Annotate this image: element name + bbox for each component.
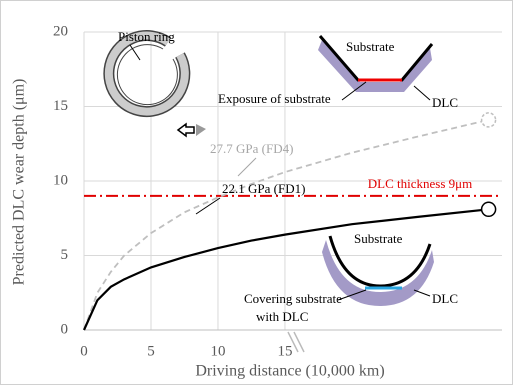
annotation: DLC (432, 291, 458, 306)
annotation: Substrate (354, 231, 403, 246)
leader (337, 289, 367, 301)
annotation: Exposure of substrate (218, 91, 331, 106)
y-tick-label: 10 (53, 172, 68, 188)
leader (195, 197, 221, 215)
exposure-icon (318, 35, 434, 92)
x-axis-title: Driving distance (10,000 km) (195, 363, 384, 380)
covering-icon (322, 235, 434, 306)
end-marker (480, 112, 497, 128)
piston-ring-icon (103, 30, 206, 138)
series-label: 27.7 GPa (FD4) (210, 141, 293, 156)
y-axis-title: Predicted DLC wear depth (μm) (11, 79, 28, 286)
series-line (83, 119, 489, 331)
annotation: Substrate (346, 39, 395, 54)
x-tick-label: 10 (210, 343, 225, 359)
annotation: with DLC (256, 309, 308, 324)
leader (129, 44, 141, 61)
axis-break (287, 331, 305, 353)
annotation: DLC (432, 95, 458, 110)
x-tick-label: 15 (277, 343, 292, 359)
annotation: Piston ring (118, 29, 175, 44)
leader (413, 85, 431, 101)
threshold-label: DLC thickness 9μm (368, 176, 472, 191)
leader (341, 81, 367, 101)
leader (413, 289, 431, 297)
plot: DLC thickness 9μm (82, 112, 502, 331)
y-tick-label: 20 (53, 23, 68, 39)
y-tick-label: 0 (61, 321, 69, 337)
end-marker (480, 201, 497, 218)
series-label: 22.1 GPa (FD1) (222, 181, 305, 196)
grid (83, 31, 502, 331)
x-tick-label: 0 (80, 343, 88, 359)
y-tick-label: 15 (53, 98, 68, 114)
leader (237, 157, 257, 177)
y-tick-label: 5 (61, 247, 69, 263)
x-tick-label: 5 (147, 343, 155, 359)
series-line (82, 208, 489, 331)
annotation: Covering substrate (244, 291, 342, 306)
